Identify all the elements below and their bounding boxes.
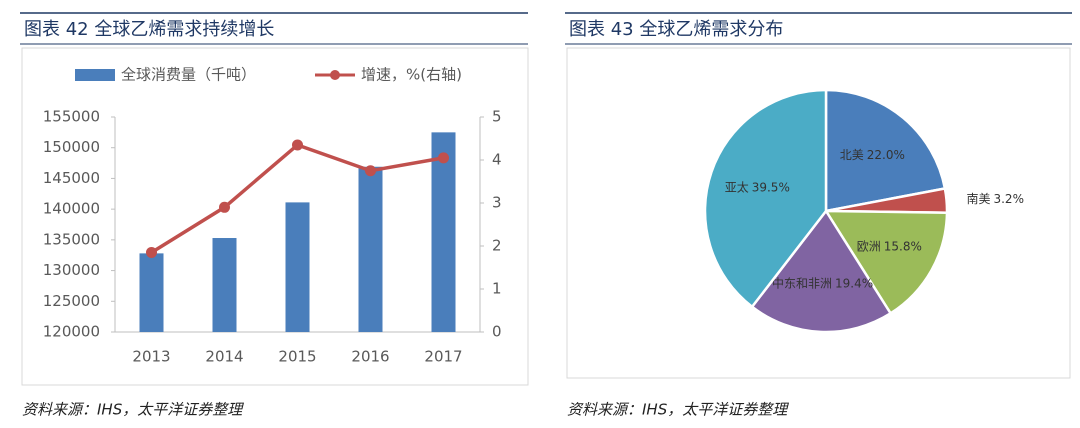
bar [285,202,310,332]
slice-category: 欧洲 [857,239,881,253]
source-note: 资料来源：IHS，太平洋证券整理 [22,401,244,419]
slice-value: 22.0% [867,148,905,162]
legend-swatch [330,70,340,80]
chart-title: 图表 43 全球乙烯需求分布 [569,19,783,40]
y-tick-label: 140000 [43,200,100,218]
line-marker [292,139,303,151]
pie-slice [823,209,949,316]
slice-category: 南美 [966,190,990,205]
x-tick-label: 2015 [278,348,316,366]
slice-category: 中东和非洲 [772,275,832,290]
y2-tick-label: 2 [492,237,502,255]
x-tick-label: 2016 [351,348,389,366]
x-tick-label: 2014 [205,348,243,366]
slice-value: 3.2% [993,191,1024,205]
slice-label: 欧洲 15.8% [857,239,922,253]
slice-value: 39.5% [752,180,790,194]
pie-slice [750,208,893,334]
y2-tick-label: 1 [492,280,502,298]
line-marker [219,201,230,213]
line-marker [365,165,376,177]
y2-tick-label: 0 [492,323,502,341]
slice-label: 南美 3.2% [966,190,1024,205]
bar [358,166,383,332]
y-tick-label: 150000 [43,138,100,156]
bar [139,253,164,332]
bar [212,238,237,332]
line-marker [146,246,157,258]
legend-swatch [75,69,115,81]
legend-label: 全球消费量（千吨） [121,66,256,84]
y2-tick-label: 5 [492,108,502,126]
chart-frame [566,47,1071,379]
y-tick-label: 145000 [43,169,100,187]
chart-title: 图表 42 全球乙烯需求持续增长 [24,19,274,40]
pie-slice [703,88,828,309]
chart-frame [21,47,529,386]
pie-slice [824,88,947,213]
slice-label: 北美 22.0% [840,148,905,162]
slice-value: 15.8% [884,239,922,253]
x-tick-label: 2013 [132,348,170,366]
bar [431,132,456,332]
y-tick-label: 155000 [43,108,100,126]
legend-label: 增速，%(右轴) [361,66,462,84]
y-tick-label: 120000 [43,323,100,341]
slice-category: 亚太 [725,179,749,194]
y-tick-label: 130000 [43,261,100,279]
line-marker [438,152,449,164]
x-tick-label: 2017 [424,348,462,366]
slice-label: 亚太 39.5% [725,179,790,194]
y-tick-label: 135000 [43,230,100,248]
slice-value: 19.4% [835,276,873,290]
slice-label: 中东和非洲 19.4% [772,275,873,290]
y2-tick-label: 3 [492,194,502,212]
source-note: 资料来源：IHS，太平洋证券整理 [567,401,789,419]
y2-tick-label: 4 [492,151,502,169]
y-tick-label: 125000 [43,292,100,310]
slice-category: 北美 [840,148,864,162]
